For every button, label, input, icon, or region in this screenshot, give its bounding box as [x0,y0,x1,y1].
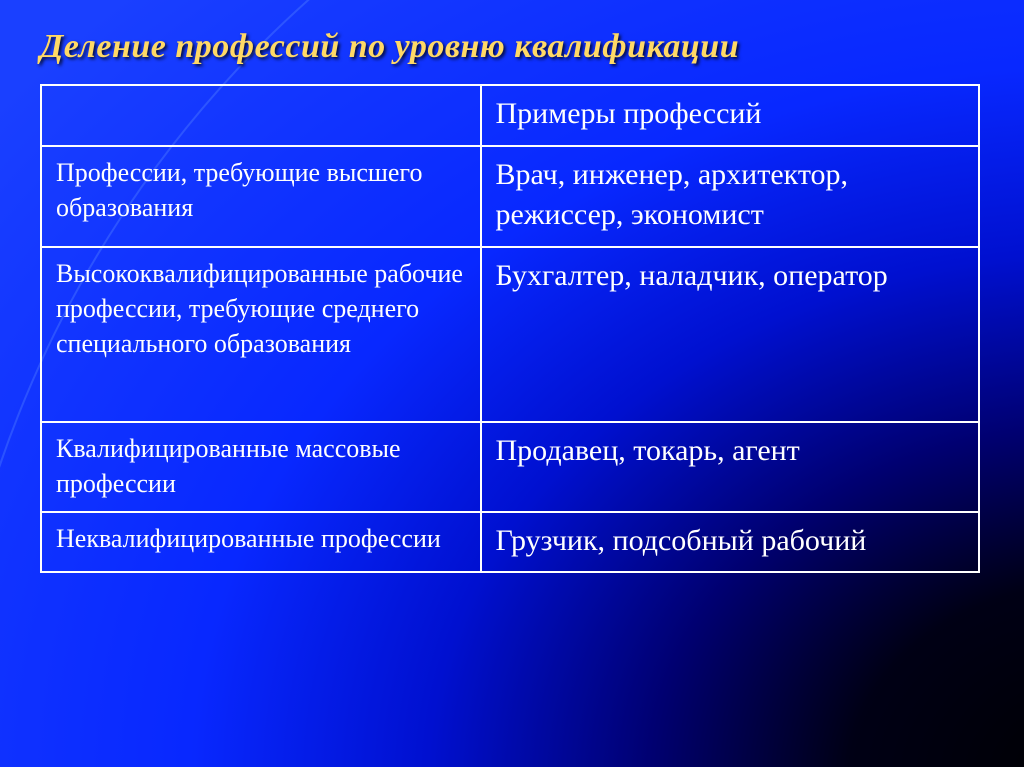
header-cell-right: Примеры профессий [481,85,979,146]
category-cell: Неквалифицированные профессии [41,512,481,573]
table-row: Неквалифицированные профессии Грузчик, п… [41,512,979,573]
slide: Деление профессий по уровню квалификации… [0,0,1024,767]
category-cell: Высококвалифицированные рабочие професси… [41,247,481,422]
professions-table: Примеры профессий Профессии, требующие в… [40,84,980,573]
category-cell: Квалифицированные массовые профессии [41,422,481,512]
examples-cell: Бухгалтер, наладчик, оператор [481,247,979,422]
examples-cell: Врач, инженер, архитектор, режиссер, эко… [481,146,979,247]
table-row: Квалифицированные массовые профессии Про… [41,422,979,512]
table-row: Высококвалифицированные рабочие професси… [41,247,979,422]
examples-cell: Грузчик, подсобный рабочий [481,512,979,573]
examples-cell: Продавец, токарь, агент [481,422,979,512]
table-row: Профессии, требующие высшего образования… [41,146,979,247]
category-cell: Профессии, требующие высшего образования [41,146,481,247]
header-cell-left [41,85,481,146]
table-header-row: Примеры профессий [41,85,979,146]
slide-title: Деление профессий по уровню квалификации [40,28,984,66]
